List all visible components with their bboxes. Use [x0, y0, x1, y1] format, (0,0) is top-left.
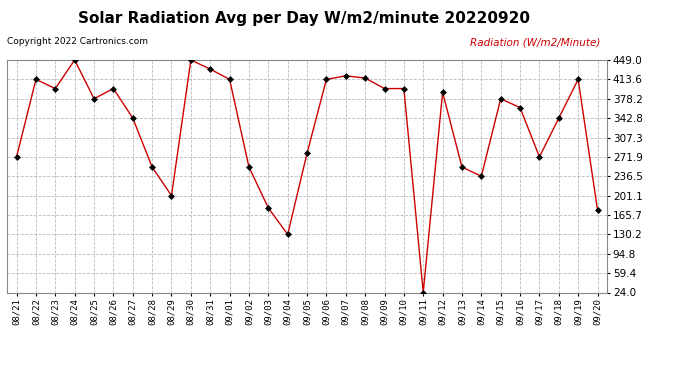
Text: Solar Radiation Avg per Day W/m2/minute 20220920: Solar Radiation Avg per Day W/m2/minute … [77, 11, 530, 26]
Text: Radiation (W/m2/Minute): Radiation (W/m2/Minute) [470, 38, 600, 48]
Text: Copyright 2022 Cartronics.com: Copyright 2022 Cartronics.com [7, 38, 148, 46]
